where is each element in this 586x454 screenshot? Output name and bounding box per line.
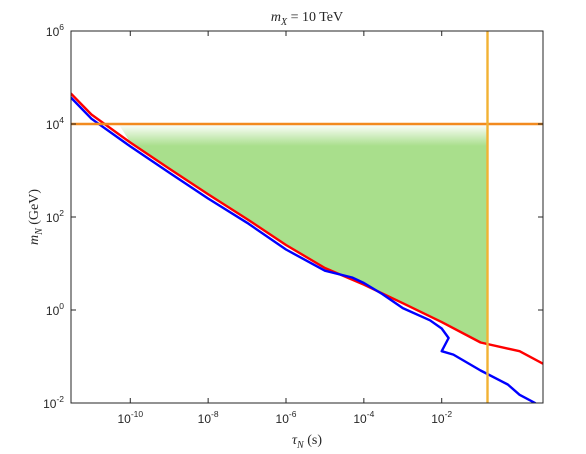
- y-tick-label: 104: [46, 115, 64, 132]
- x-tick-label: 10-4: [353, 409, 374, 426]
- axes: 10-10 10-8 10-6 10-4 10-2 10-2 100 102 104 106: [43, 22, 543, 426]
- x-tick-label: 10-10: [117, 409, 143, 426]
- y-tick-label: 106: [46, 22, 64, 39]
- x-axis-title: τN (s): [292, 433, 322, 451]
- plot-area: [71, 31, 543, 403]
- chart-title: mX = 10 TeV: [271, 10, 343, 28]
- y-tick-label: 10-2: [43, 394, 64, 411]
- allowed-region: [118, 124, 488, 346]
- x-tick-label: 10-8: [198, 409, 219, 426]
- y-axis-title: mN (GeV): [27, 189, 45, 245]
- y-tick-label: 102: [46, 208, 64, 225]
- x-tick-label: 10-6: [276, 409, 297, 426]
- red-curve: [71, 92, 543, 365]
- y-tick-label: 100: [46, 301, 64, 318]
- blue-curve: [71, 96, 537, 403]
- region-fade: [71, 124, 543, 146]
- x-tick-label: 10-2: [431, 409, 452, 426]
